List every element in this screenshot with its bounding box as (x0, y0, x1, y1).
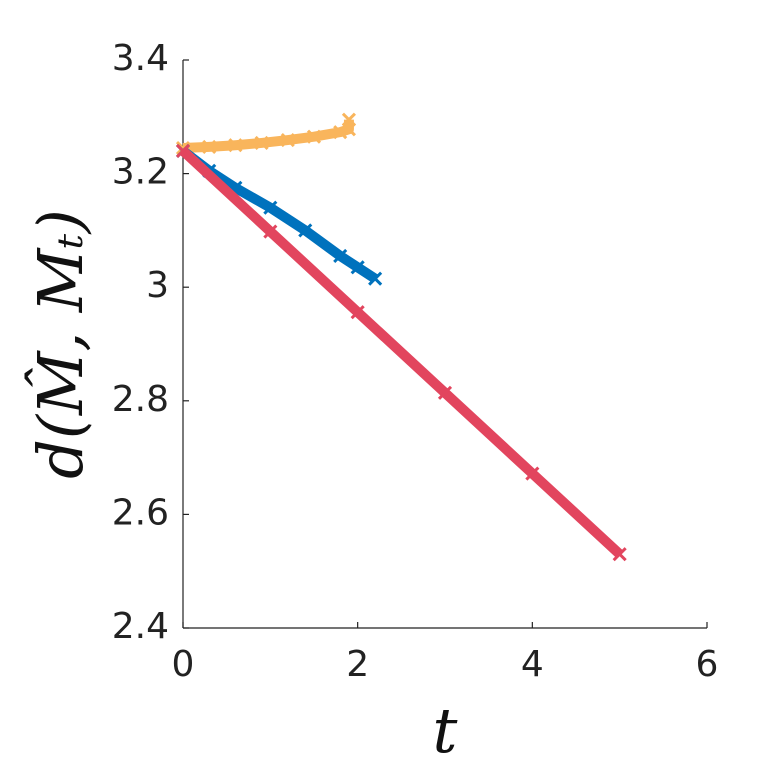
x-tick-label: 4 (521, 644, 544, 685)
marker (437, 385, 453, 400)
marker (263, 224, 278, 239)
x-axis-label: t (433, 694, 458, 767)
y-tick-label: 3.2 (112, 152, 169, 193)
y-tick-label: 2.6 (112, 492, 169, 533)
marker (280, 133, 295, 148)
x-tick-label: 0 (172, 644, 195, 685)
y-tick-label: 2.4 (112, 606, 169, 647)
x-tick-label: 2 (346, 644, 369, 685)
marker (350, 260, 365, 275)
marker (341, 112, 356, 127)
marker (202, 139, 217, 154)
marker (228, 138, 243, 153)
marker (306, 129, 322, 144)
marker (525, 466, 540, 481)
marker (612, 547, 627, 562)
marker (333, 248, 348, 264)
y-tick-label: 3.4 (112, 38, 169, 79)
y-tick-label: 3 (146, 265, 169, 306)
marker (263, 200, 278, 215)
marker (254, 135, 269, 150)
y-axis-label: d(M̂, Mₜ) (24, 209, 97, 479)
y-tick-label: 2.8 (112, 379, 169, 420)
x-tick-label: 6 (696, 644, 719, 685)
series-line (179, 147, 624, 558)
marker (368, 271, 383, 286)
marker (350, 305, 365, 320)
marker (298, 223, 313, 238)
marker (175, 143, 191, 158)
